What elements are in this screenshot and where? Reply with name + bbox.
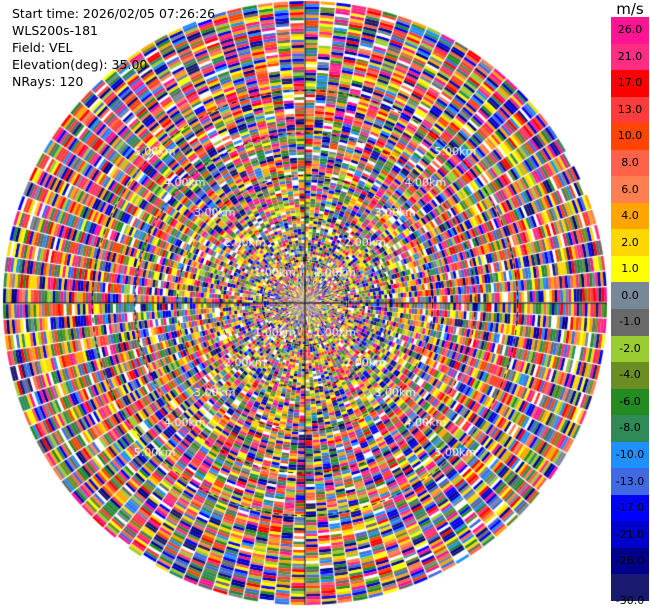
- colorbar-segment: [611, 547, 649, 575]
- colorbar-tick-label: -13.0: [615, 474, 645, 488]
- colorbar-segment: [611, 96, 649, 124]
- colorbar-tick-label: 0.0: [621, 288, 639, 302]
- colorbar-tick-label: -26.0: [615, 554, 645, 568]
- instrument-label: WLS200s-181: [12, 23, 98, 38]
- info-panel: Start time: 2026/02/05 07:26:26 WLS200s-…: [12, 5, 215, 90]
- colorbar-segment: [611, 70, 649, 98]
- colorbar-segment: [611, 362, 649, 390]
- colorbar-tick-label: -8.0: [619, 421, 641, 435]
- colorbar-tick-label: -1.0: [619, 315, 641, 329]
- colorbar-unit-label: m/s: [616, 0, 644, 18]
- colorbar-tick-label: 10.0: [617, 129, 643, 143]
- colorbar-tick-label: -17.0: [615, 501, 645, 515]
- colorbar-tick-label: 1.0: [621, 262, 639, 276]
- field-label: Field: VEL: [12, 40, 73, 55]
- colorbar-segment: [611, 229, 649, 257]
- colorbar-segment: [611, 43, 649, 71]
- colorbar-segment: [611, 415, 649, 443]
- colorbar-segment: [611, 255, 649, 283]
- colorbar-segment: [611, 176, 649, 204]
- colorbar-tick-label: 26.0: [617, 23, 643, 37]
- elevation-label: Elevation(deg): 35.00: [12, 57, 148, 72]
- colorbar-tick-label: 4.0: [621, 209, 639, 223]
- colorbar-segment: [611, 282, 649, 310]
- colorbar-segment: [611, 441, 649, 469]
- colorbar: 26.0 21.0 17.0 13.0 10.0 8.0 6.0 4.0 2.0 1.0 0.0 -1…: [611, 17, 649, 607]
- colorbar-tick-label: -21.0: [615, 527, 645, 541]
- colorbar-segment: [611, 149, 649, 177]
- colorbar-segment: [611, 521, 649, 549]
- colorbar-segment: [611, 468, 649, 496]
- colorbar-tick-label: -4.0: [619, 368, 641, 382]
- colorbar-tick-label: 8.0: [621, 156, 639, 169]
- colorbar-tick-label: 21.0: [617, 49, 643, 63]
- colorbar-segment: [611, 388, 649, 416]
- colorbar-tick-label: 17.0: [617, 76, 643, 90]
- colorbar-tick-label: -6.0: [619, 394, 641, 408]
- colorbar-segment: [611, 494, 649, 522]
- nrays-label: NRays: 120: [12, 74, 84, 89]
- ppi-radar-plot: [0, 0, 610, 610]
- colorbar-tick-label: 13.0: [617, 102, 643, 116]
- colorbar-tick-label: -30.0: [615, 594, 645, 607]
- colorbar-tick-label: 2.0: [621, 235, 639, 249]
- colorbar-segment: [611, 17, 649, 45]
- colorbar-segment: [611, 309, 649, 337]
- colorbar-tick-label: 6.0: [621, 182, 639, 196]
- colorbar-segment: [611, 123, 649, 151]
- colorbar-segment: [611, 202, 649, 230]
- colorbar-segment: [611, 574, 649, 602]
- start-time-label: Start time: 2026/02/05 07:26:26: [12, 6, 216, 21]
- colorbar-segment: [611, 335, 649, 363]
- colorbar-tick-label: -2.0: [619, 341, 641, 355]
- colorbar-tick-label: -10.0: [615, 448, 645, 461]
